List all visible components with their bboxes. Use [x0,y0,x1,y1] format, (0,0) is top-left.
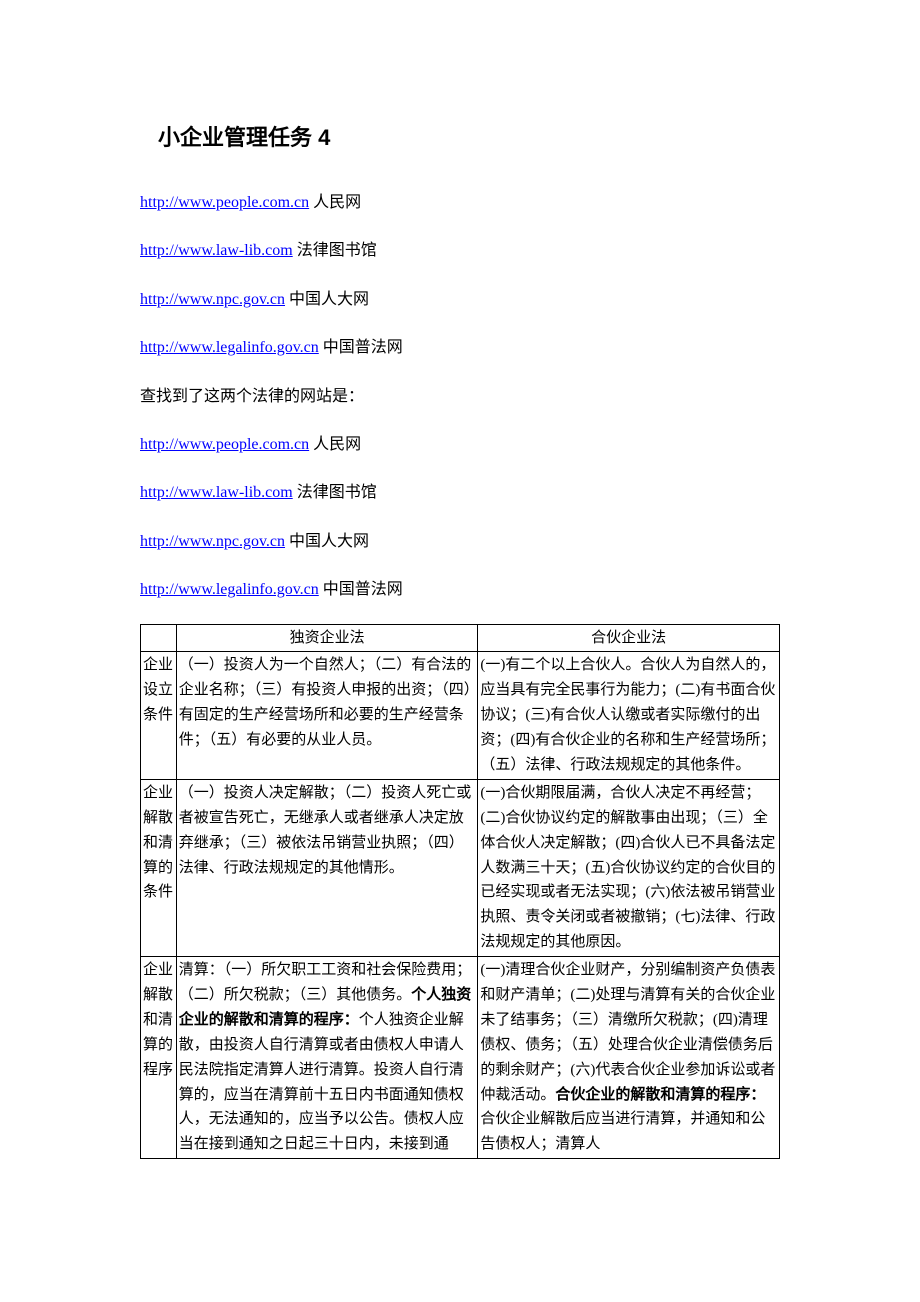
cell: (一)清理合伙企业财产，分别编制资产负债表和财产清单；(二)处理与清算有关的合伙… [478,957,780,1159]
cell-bold: 合伙企业的解散和清算的程序： [555,1086,765,1103]
link-line: http://www.legalinfo.gov.cn 中国普法网 [140,333,780,363]
th-col2: 合伙企业法 [478,624,780,652]
link-label: 中国人大网 [289,533,369,550]
link-npc[interactable]: http://www.npc.gov.cn [140,291,285,308]
row-header: 企业解散和清算的条件 [141,779,177,956]
link-line: http://www.legalinfo.gov.cn 中国普法网 [140,575,780,605]
th-blank [141,624,177,652]
link-line: http://www.people.com.cn 人民网 [140,430,780,460]
link-line: http://www.law-lib.com 法律图书馆 [140,478,780,508]
link-legalinfo[interactable]: http://www.legalinfo.gov.cn [140,581,319,598]
comparison-table: 独资企业法 合伙企业法 企业设立条件 （一）投资人为一个自然人；（二）有合法的企… [140,624,780,1160]
cell: 清算：（一）所欠职工工资和社会保险费用；（二）所欠税款；（三）其他债务。个人独资… [176,957,478,1159]
link-lawlib[interactable]: http://www.law-lib.com [140,242,293,259]
link-label: 中国普法网 [323,581,403,598]
link-line: http://www.law-lib.com 法律图书馆 [140,236,780,266]
table-header-row: 独资企业法 合伙企业法 [141,624,780,652]
link-label: 中国普法网 [323,339,403,356]
table-row: 企业解散和清算的条件 （一）投资人决定解散；（二）投资人死亡或者被宣告死亡，无继… [141,779,780,956]
row-header: 企业设立条件 [141,652,177,779]
link-people[interactable]: http://www.people.com.cn [140,436,309,453]
link-line: http://www.npc.gov.cn 中国人大网 [140,527,780,557]
cell: (一)有二个以上合伙人。合伙人为自然人的，应当具有完全民事行为能力；(二)有书面… [478,652,780,779]
table-row: 企业设立条件 （一）投资人为一个自然人；（二）有合法的企业名称；（三）有投资人申… [141,652,780,779]
link-label: 法律图书馆 [297,484,377,501]
cell-pre: (一)清理合伙企业财产，分别编制资产负债表和财产清单；(二)处理与清算有关的合伙… [480,962,775,1102]
intro-text: 查找到了这两个法律的网站是： [140,382,780,412]
link-npc[interactable]: http://www.npc.gov.cn [140,533,285,550]
row-header: 企业解散和清算的程序 [141,957,177,1159]
table-row: 企业解散和清算的程序 清算：（一）所欠职工工资和社会保险费用；（二）所欠税款；（… [141,957,780,1159]
link-label: 人民网 [313,194,361,211]
link-label: 人民网 [313,436,361,453]
link-legalinfo[interactable]: http://www.legalinfo.gov.cn [140,339,319,356]
page-title: 小企业管理任务 4 [140,120,780,152]
cell-post: 合伙企业解散后应当进行清算，并通知和公告债权人；清算人 [480,1111,765,1152]
document-page: 小企业管理任务 4 http://www.people.com.cn 人民网 h… [0,0,920,1302]
link-label: 中国人大网 [289,291,369,308]
cell: （一）投资人为一个自然人；（二）有合法的企业名称；（三）有投资人申报的出资；（四… [176,652,478,779]
link-line: http://www.npc.gov.cn 中国人大网 [140,285,780,315]
cell: (一)合伙期限届满，合伙人决定不再经营；(二)合伙协议约定的解散事由出现；（三）… [478,779,780,956]
cell: （一）投资人决定解散；（二）投资人死亡或者被宣告死亡，无继承人或者继承人决定放弃… [176,779,478,956]
link-people[interactable]: http://www.people.com.cn [140,194,309,211]
cell-post: 个人独资企业解散，由投资人自行清算或者由债权人申请人民法院指定清算人进行清算。投… [179,1012,464,1152]
link-line: http://www.people.com.cn 人民网 [140,188,780,218]
link-lawlib[interactable]: http://www.law-lib.com [140,484,293,501]
th-col1: 独资企业法 [176,624,478,652]
link-label: 法律图书馆 [297,242,377,259]
